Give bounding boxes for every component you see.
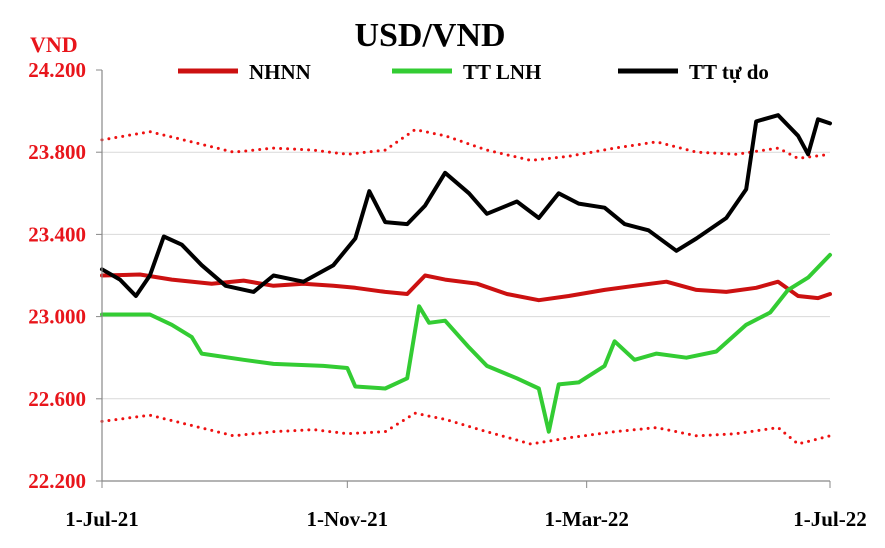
y-tick-label: 24.200 (28, 58, 86, 82)
chart-title: USD/VND (354, 17, 505, 54)
axes (101, 70, 830, 482)
chart-legend: NHNN TT LNH TT tự do (178, 60, 769, 84)
x-tick-label: 1-Mar-22 (544, 507, 628, 531)
x-tick-label: 1-Jul-21 (65, 507, 139, 531)
series-line-nhnn (100, 272, 832, 303)
y-tick-label: 23.400 (28, 222, 86, 246)
series-line-tt-tự-do (100, 113, 832, 298)
series-line-tt-lnh (100, 252, 832, 434)
legend-label-tt-lnh: TT LNH (463, 60, 541, 84)
y-tick-label: 22.600 (28, 387, 86, 411)
y-axis-ticks: 24.200 23.800 23.400 23.000 22.600 22.200 (28, 58, 102, 493)
series-layer (100, 113, 832, 446)
y-tick-label: 22.200 (28, 469, 86, 493)
x-axis-ticks: 1-Jul-21 1-Nov-21 1-Mar-22 1-Jul-22 (65, 481, 867, 531)
y-tick-label: 23.800 (28, 140, 86, 164)
series-line-nhnn-lower-band (100, 411, 832, 446)
y-axis-unit-label: VND (30, 32, 78, 57)
x-tick-label: 1-Jul-22 (793, 507, 867, 531)
legend-label-nhnn: NHNN (249, 60, 311, 84)
y-tick-label: 23.000 (28, 305, 86, 329)
legend-label-tt-tu-do: TT tự do (689, 60, 769, 84)
series-line-nhnn-upper-band (100, 128, 832, 162)
x-tick-label: 1-Nov-21 (306, 507, 388, 531)
